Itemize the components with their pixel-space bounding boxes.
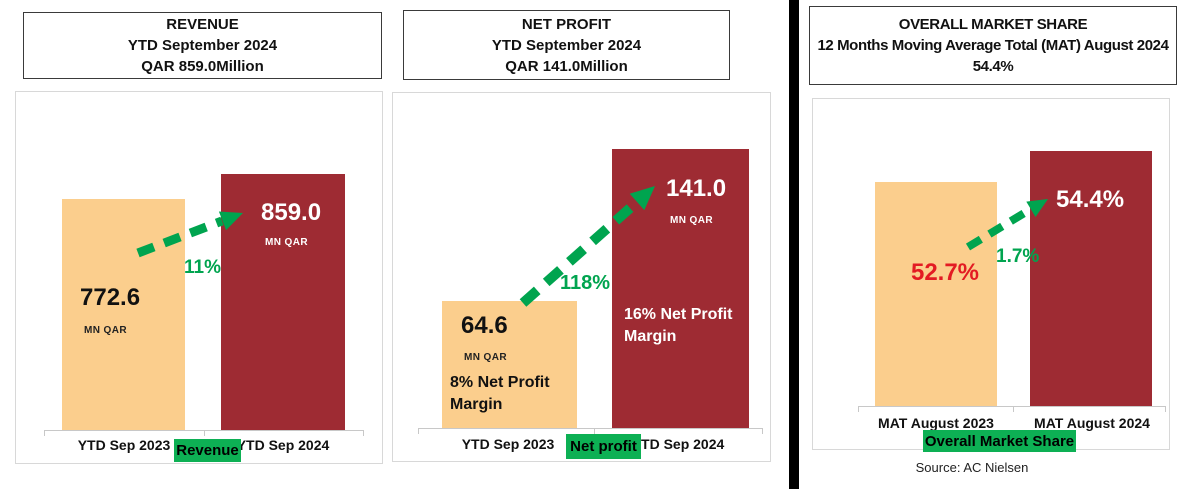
revenue-bar-2023 xyxy=(62,199,185,430)
revenue-xlabel-2024: YTD Sep 2024 xyxy=(236,437,330,453)
net-profit-xlabel-2024: YTD Sep 2024 xyxy=(631,436,725,452)
market-share-bar-2024 xyxy=(1030,151,1152,406)
net-profit-2024-margin-note: 16% Net Profit Margin xyxy=(624,306,733,345)
revenue-legend: Revenue xyxy=(174,439,241,462)
market-share-2023-value: 52.7% xyxy=(910,259,980,286)
net-profit-title-line3: QAR 141.0Million xyxy=(505,57,628,75)
market-share-growth-label: 1.7% xyxy=(996,246,1040,267)
net-profit-xlabel-2023: YTD Sep 2023 xyxy=(461,436,555,452)
net-profit-bar-2023 xyxy=(442,301,577,428)
net-profit-x-axis xyxy=(418,428,763,434)
source-note: Source: AC Nielsen xyxy=(915,460,1029,475)
revenue-title-line1: REVENUE xyxy=(166,16,239,33)
revenue-title-box: REVENUE YTD September 2024 QAR 859.0Mill… xyxy=(23,12,382,79)
net-profit-growth-label: 118% xyxy=(560,272,611,294)
revenue-growth-label: 11% xyxy=(184,257,221,278)
market-share-xlabel-2023: MAT August 2023 xyxy=(878,415,994,431)
net-profit-2024-unit: MN QAR xyxy=(670,215,713,226)
revenue-xlabel-2023: YTD Sep 2023 xyxy=(77,437,171,453)
net-profit-title-line1: NET PROFIT xyxy=(521,15,612,33)
revenue-title-line2: YTD September 2024 xyxy=(127,37,278,54)
market-share-xlabel-2024: MAT August 2024 xyxy=(1034,415,1150,431)
net-profit-2023-margin-note: 8% Net Profit Margin xyxy=(450,374,550,413)
market-share-title-box: OVERALL MARKET SHARE 12 Months Moving Av… xyxy=(809,6,1177,85)
revenue-2024-unit: MN QAR xyxy=(265,237,308,248)
net-profit-2023-value: 64.6 xyxy=(461,312,508,339)
net-profit-2023-unit: MN QAR xyxy=(464,352,507,363)
revenue-x-axis xyxy=(44,430,364,436)
section-divider xyxy=(789,0,799,489)
market-share-title-line1: OVERALL MARKET SHARE xyxy=(898,16,1088,33)
revenue-2024-value: 859.0 xyxy=(261,199,322,226)
net-profit-legend: Net profit xyxy=(566,434,641,459)
net-profit-2024-value: 141.0 xyxy=(666,175,727,202)
market-share-title-line2: 12 Months Moving Average Total (MAT) Aug… xyxy=(817,37,1169,54)
revenue-2023-value: 772.6 xyxy=(80,284,141,311)
market-share-2024-value: 54.4% xyxy=(1056,186,1125,213)
market-share-legend: Overall Market Share xyxy=(923,430,1076,452)
net-profit-title-line2: YTD September 2024 xyxy=(491,36,642,54)
net-profit-title-box: NET PROFIT YTD September 2024 QAR 141.0M… xyxy=(403,10,730,80)
revenue-2023-unit: MN QAR xyxy=(84,325,127,336)
market-share-bar-2023 xyxy=(875,182,997,406)
market-share-x-axis xyxy=(858,406,1166,412)
revenue-title-line3: QAR 859.0Million xyxy=(141,58,264,75)
market-share-title-line3: 54.4% xyxy=(972,58,1014,75)
